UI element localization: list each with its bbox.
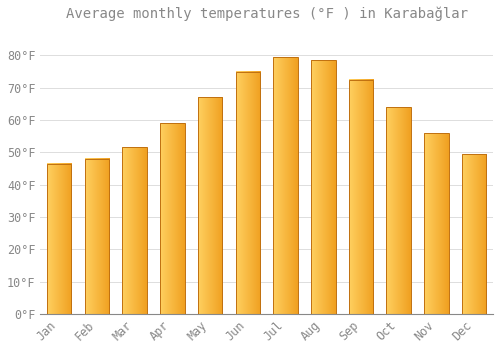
- Bar: [160, 123, 184, 314]
- Title: Average monthly temperatures (°F ) in Karabağlar: Average monthly temperatures (°F ) in Ka…: [66, 7, 468, 21]
- Bar: [236, 71, 260, 314]
- Bar: [462, 154, 486, 314]
- Bar: [47, 164, 72, 314]
- Bar: [122, 147, 147, 314]
- Bar: [424, 133, 448, 314]
- Bar: [311, 60, 336, 314]
- Bar: [198, 97, 222, 314]
- Bar: [84, 159, 109, 314]
- Bar: [274, 57, 298, 314]
- Bar: [386, 107, 411, 314]
- Bar: [348, 80, 374, 314]
